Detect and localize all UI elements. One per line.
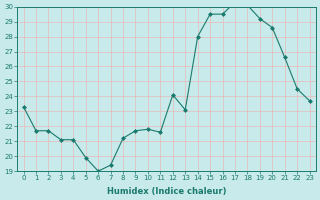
X-axis label: Humidex (Indice chaleur): Humidex (Indice chaleur) bbox=[107, 187, 226, 196]
